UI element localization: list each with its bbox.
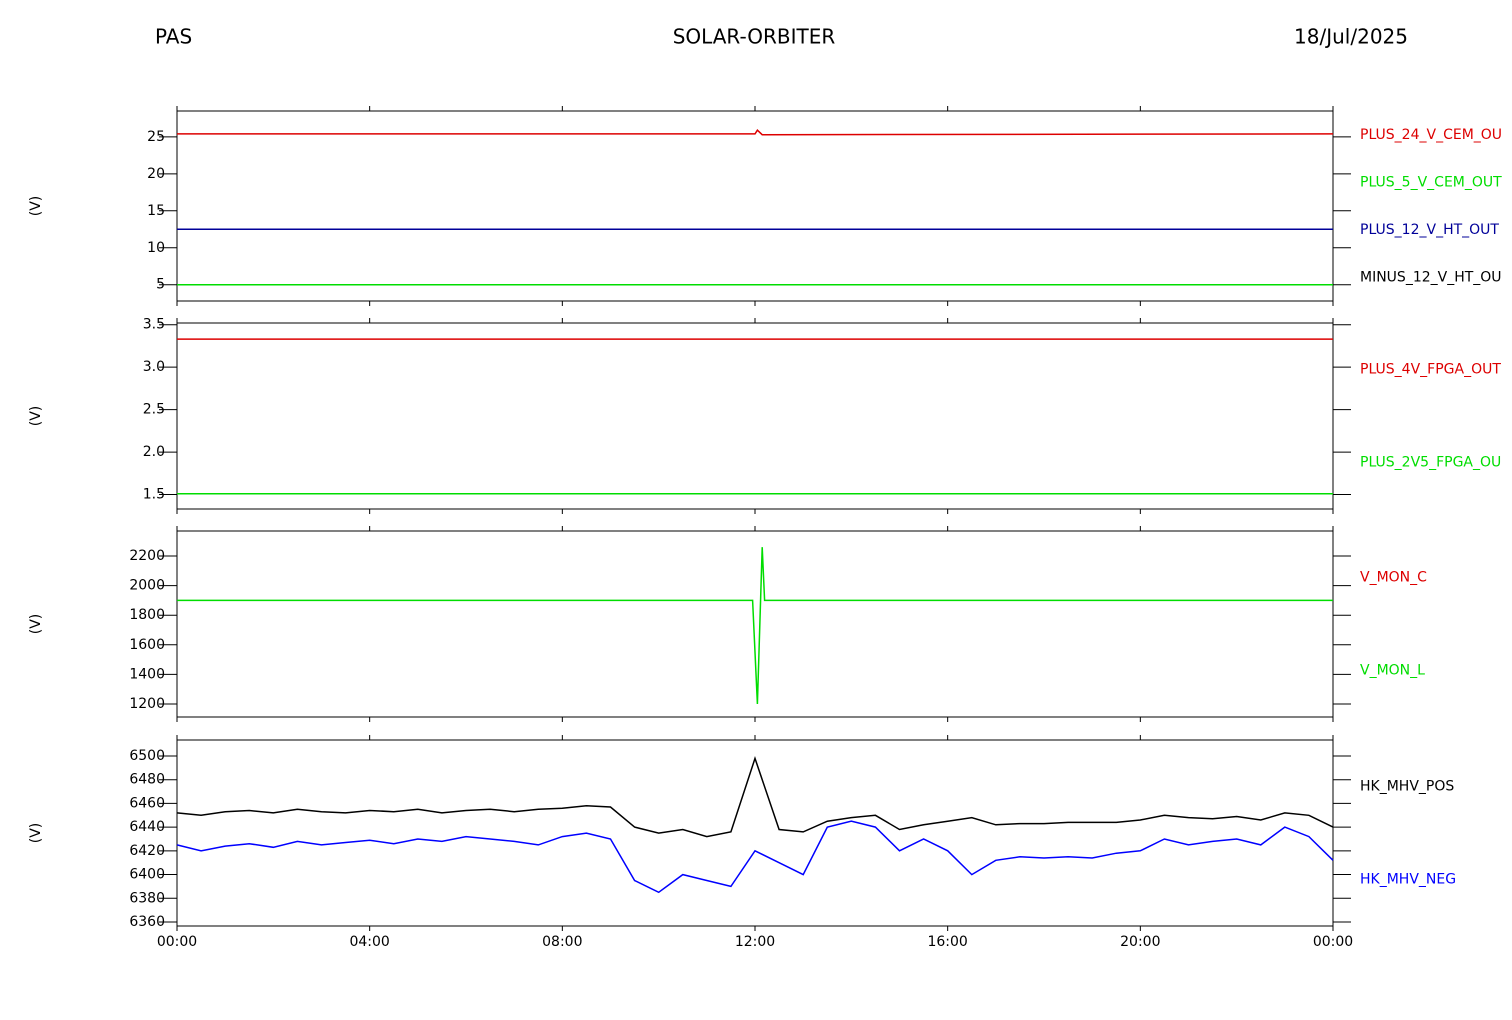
y-tick-label: 1.5 — [143, 487, 165, 503]
legend-label: HK_MHV_NEG — [1360, 872, 1456, 888]
plot-frame — [176, 110, 1334, 302]
header-left: PAS — [155, 25, 192, 49]
header-title: SOLAR-ORBITER — [673, 25, 836, 49]
x-tick-label: 04:00 — [349, 934, 389, 950]
y-tick-label: 20 — [147, 166, 165, 182]
y-axis-label: (V) — [28, 823, 44, 844]
y-tick-label: 2.5 — [143, 402, 165, 418]
y-axis-label: (V) — [28, 196, 44, 217]
y-tick-label: 3.5 — [143, 317, 165, 333]
y-tick-label: 1600 — [129, 637, 165, 653]
y-tick-label: 25 — [147, 129, 165, 145]
y-tick-label: 2000 — [129, 578, 165, 594]
legend-label: MINUS_12_V_HT_OU — [1360, 269, 1502, 285]
x-tick-label: 00:00 — [1313, 934, 1353, 950]
y-tick-label: 6500 — [129, 748, 165, 764]
y-tick-label: 1800 — [129, 607, 165, 623]
y-axis-label: (V) — [28, 406, 44, 427]
y-axis-label: (V) — [28, 614, 44, 635]
y-tick-label: 1400 — [129, 666, 165, 682]
y-tick-label: 6380 — [129, 890, 165, 906]
x-tick-label: 08:00 — [542, 934, 582, 950]
legend-label: PLUS_5_V_CEM_OUT — [1360, 174, 1502, 190]
x-tick-label: 16:00 — [927, 934, 967, 950]
legend-label: PLUS_2V5_FPGA_OU — [1360, 455, 1501, 471]
x-tick-label: 12:00 — [735, 934, 775, 950]
legend-label: V_MON_L — [1360, 663, 1425, 679]
plot-frame — [176, 739, 1334, 927]
y-tick-label: 2200 — [129, 548, 165, 564]
legend-label: PLUS_4V_FPGA_OUT — [1360, 362, 1501, 378]
y-tick-label: 3.0 — [143, 359, 165, 375]
x-tick-label: 00:00 — [157, 934, 197, 950]
y-tick-label: 6400 — [129, 867, 165, 883]
y-tick-label: 2.0 — [143, 444, 165, 460]
legend-label: V_MON_C — [1360, 570, 1427, 586]
y-tick-label: 6480 — [129, 772, 165, 788]
series-line — [176, 820, 1334, 894]
y-tick-label: 1200 — [129, 696, 165, 712]
series-line — [177, 547, 1333, 705]
y-tick-label: 6420 — [129, 843, 165, 859]
legend-label: PLUS_12_V_HT_OUT — [1360, 222, 1499, 238]
legend-label: HK_MHV_POS — [1360, 779, 1454, 795]
header-date: 18/Jul/2025 — [1294, 25, 1408, 49]
x-tick-label: 20:00 — [1120, 934, 1160, 950]
y-tick-label: 10 — [147, 240, 165, 256]
y-tick-label: 6440 — [129, 819, 165, 835]
y-tick-label: 6360 — [129, 914, 165, 930]
series-line — [176, 756, 1334, 838]
legend-label: PLUS_24_V_CEM_OU — [1360, 127, 1502, 143]
series-line — [177, 129, 1334, 136]
plot-frame — [176, 322, 1334, 510]
y-tick-label: 15 — [147, 203, 165, 219]
y-tick-label: 6460 — [129, 795, 165, 811]
plot-frame — [176, 530, 1334, 718]
